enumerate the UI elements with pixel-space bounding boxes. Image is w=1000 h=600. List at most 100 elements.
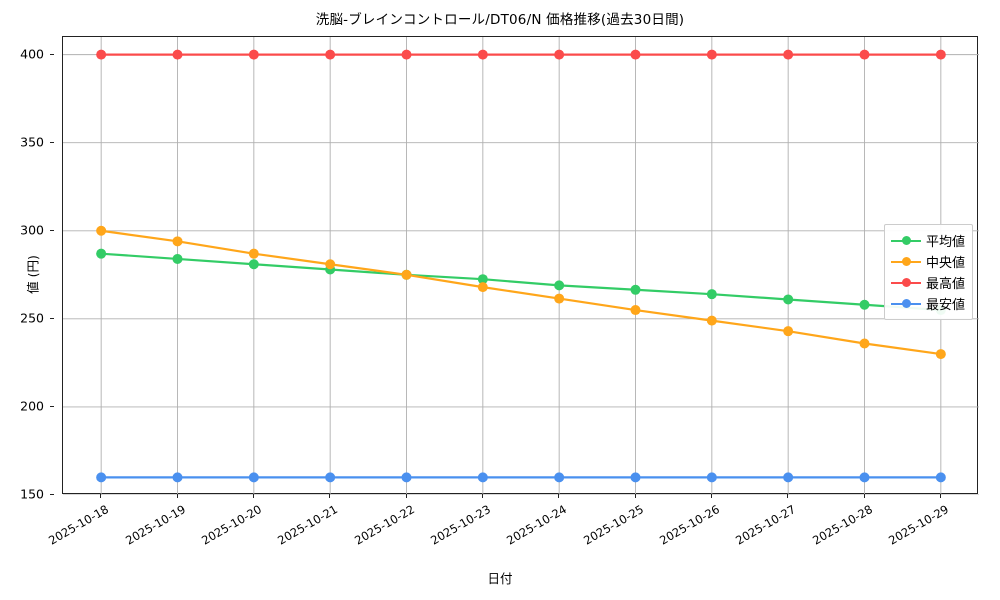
- legend-color-swatch: [891, 234, 921, 248]
- legend-item[interactable]: 中央値: [891, 251, 965, 272]
- legend-marker-dot-icon: [902, 278, 911, 287]
- plot-area: [62, 36, 979, 495]
- data-point-marker: [783, 294, 794, 305]
- data-point-marker: [554, 472, 565, 483]
- y-tick-label: 350: [20, 134, 44, 150]
- x-tick-label: 2025-10-28: [809, 502, 875, 548]
- data-point-marker: [859, 49, 870, 60]
- legend-color-swatch: [891, 255, 921, 269]
- data-point-marker: [477, 282, 488, 293]
- data-point-marker: [248, 49, 259, 60]
- data-point-marker: [935, 472, 946, 483]
- x-tick-mark: [634, 494, 636, 498]
- data-point-marker: [783, 326, 794, 337]
- data-point-marker: [630, 472, 641, 483]
- data-point-marker: [96, 248, 107, 259]
- x-tick-mark: [939, 494, 941, 498]
- data-point-marker: [172, 253, 183, 264]
- data-point-marker: [401, 472, 412, 483]
- legend-item[interactable]: 最安値: [891, 293, 965, 314]
- x-tick-mark: [252, 494, 254, 498]
- data-point-marker: [172, 236, 183, 247]
- x-tick-mark: [100, 494, 102, 498]
- plot-svg: [63, 37, 979, 495]
- chart-legend: 平均値中央値最高値最安値: [884, 224, 974, 320]
- y-tick-label: 250: [20, 310, 44, 326]
- x-tick-label: 2025-10-29: [885, 502, 951, 548]
- data-point-marker: [248, 259, 259, 270]
- data-point-marker: [859, 299, 870, 310]
- data-point-marker: [630, 284, 641, 295]
- legend-label: 最安値: [926, 298, 966, 313]
- x-tick-mark: [787, 494, 789, 498]
- legend-marker-dot-icon: [902, 299, 911, 308]
- y-tick-mark: [50, 141, 54, 143]
- data-point-marker: [477, 472, 488, 483]
- data-point-marker: [554, 293, 565, 304]
- x-tick-mark: [405, 494, 407, 498]
- x-tick-label: 2025-10-22: [351, 502, 417, 548]
- x-tick-label: 2025-10-26: [656, 502, 722, 548]
- y-tick-label: 200: [20, 398, 44, 414]
- y-tick-mark: [50, 229, 54, 231]
- legend-marker-dot-icon: [902, 257, 911, 266]
- x-tick-mark: [863, 494, 865, 498]
- x-axis-label: 日付: [487, 571, 513, 586]
- data-point-marker: [96, 225, 107, 236]
- data-point-marker: [325, 49, 336, 60]
- x-tick-label: 2025-10-25: [580, 502, 646, 548]
- x-tick-label: 2025-10-27: [733, 502, 799, 548]
- data-point-marker: [477, 274, 488, 285]
- y-tick-mark: [50, 405, 54, 407]
- y-axis-ticks: 150 200 250 300 350 400: [0, 36, 54, 502]
- y-tick-label: 150: [20, 486, 44, 502]
- data-point-marker: [630, 49, 641, 60]
- x-tick-mark: [176, 494, 178, 498]
- legend-item[interactable]: 最高値: [891, 272, 965, 293]
- y-tick-mark: [50, 494, 54, 495]
- data-point-marker: [630, 305, 641, 316]
- data-point-marker: [248, 248, 259, 259]
- y-tick-mark: [50, 317, 54, 319]
- data-point-marker: [706, 472, 717, 483]
- series-line: [100, 229, 942, 356]
- chart-title: 洗脳-ブレインコントロール/DT06/N 価格推移(過去30日間): [315, 12, 685, 28]
- data-point-marker: [935, 349, 946, 360]
- data-point-marker: [401, 269, 412, 280]
- data-point-marker: [706, 289, 717, 300]
- data-point-marker: [783, 49, 794, 60]
- x-axis-ticks: 2025-10-18 2025-10-19 2025-10-20 2025-10-21…: [46, 494, 978, 584]
- data-point-marker: [859, 338, 870, 349]
- x-tick-mark: [481, 494, 483, 498]
- data-point-marker: [172, 49, 183, 60]
- x-tick-label: 2025-10-20: [198, 502, 264, 548]
- legend-label: 中央値: [926, 256, 966, 271]
- legend-item[interactable]: 平均値: [891, 230, 965, 251]
- legend-color-swatch: [891, 297, 921, 311]
- y-tick-label: 400: [20, 46, 44, 62]
- data-point-marker: [477, 49, 488, 60]
- data-point-marker: [783, 472, 794, 483]
- data-point-marker: [248, 472, 259, 483]
- x-tick-label: 2025-10-18: [46, 502, 112, 548]
- x-tick-label: 2025-10-21: [275, 502, 341, 548]
- data-point-marker: [554, 49, 565, 60]
- y-tick-label: 300: [20, 222, 44, 238]
- data-point-marker: [96, 472, 107, 483]
- legend-marker-dot-icon: [902, 236, 911, 245]
- x-tick-label: 2025-10-23: [427, 502, 493, 548]
- x-tick-label: 2025-10-24: [504, 502, 570, 548]
- x-tick-mark: [710, 494, 712, 498]
- data-point-marker: [935, 49, 946, 60]
- series-line: [100, 252, 942, 312]
- x-tick-label: 2025-10-19: [122, 502, 188, 548]
- data-point-marker: [172, 472, 183, 483]
- y-tick-mark: [50, 53, 54, 55]
- legend-label: 平均値: [926, 235, 966, 250]
- legend-label: 最高値: [926, 277, 966, 292]
- x-tick-mark: [558, 494, 560, 498]
- data-point-marker: [325, 472, 336, 483]
- data-point-marker: [325, 259, 336, 270]
- x-tick-mark: [329, 494, 331, 498]
